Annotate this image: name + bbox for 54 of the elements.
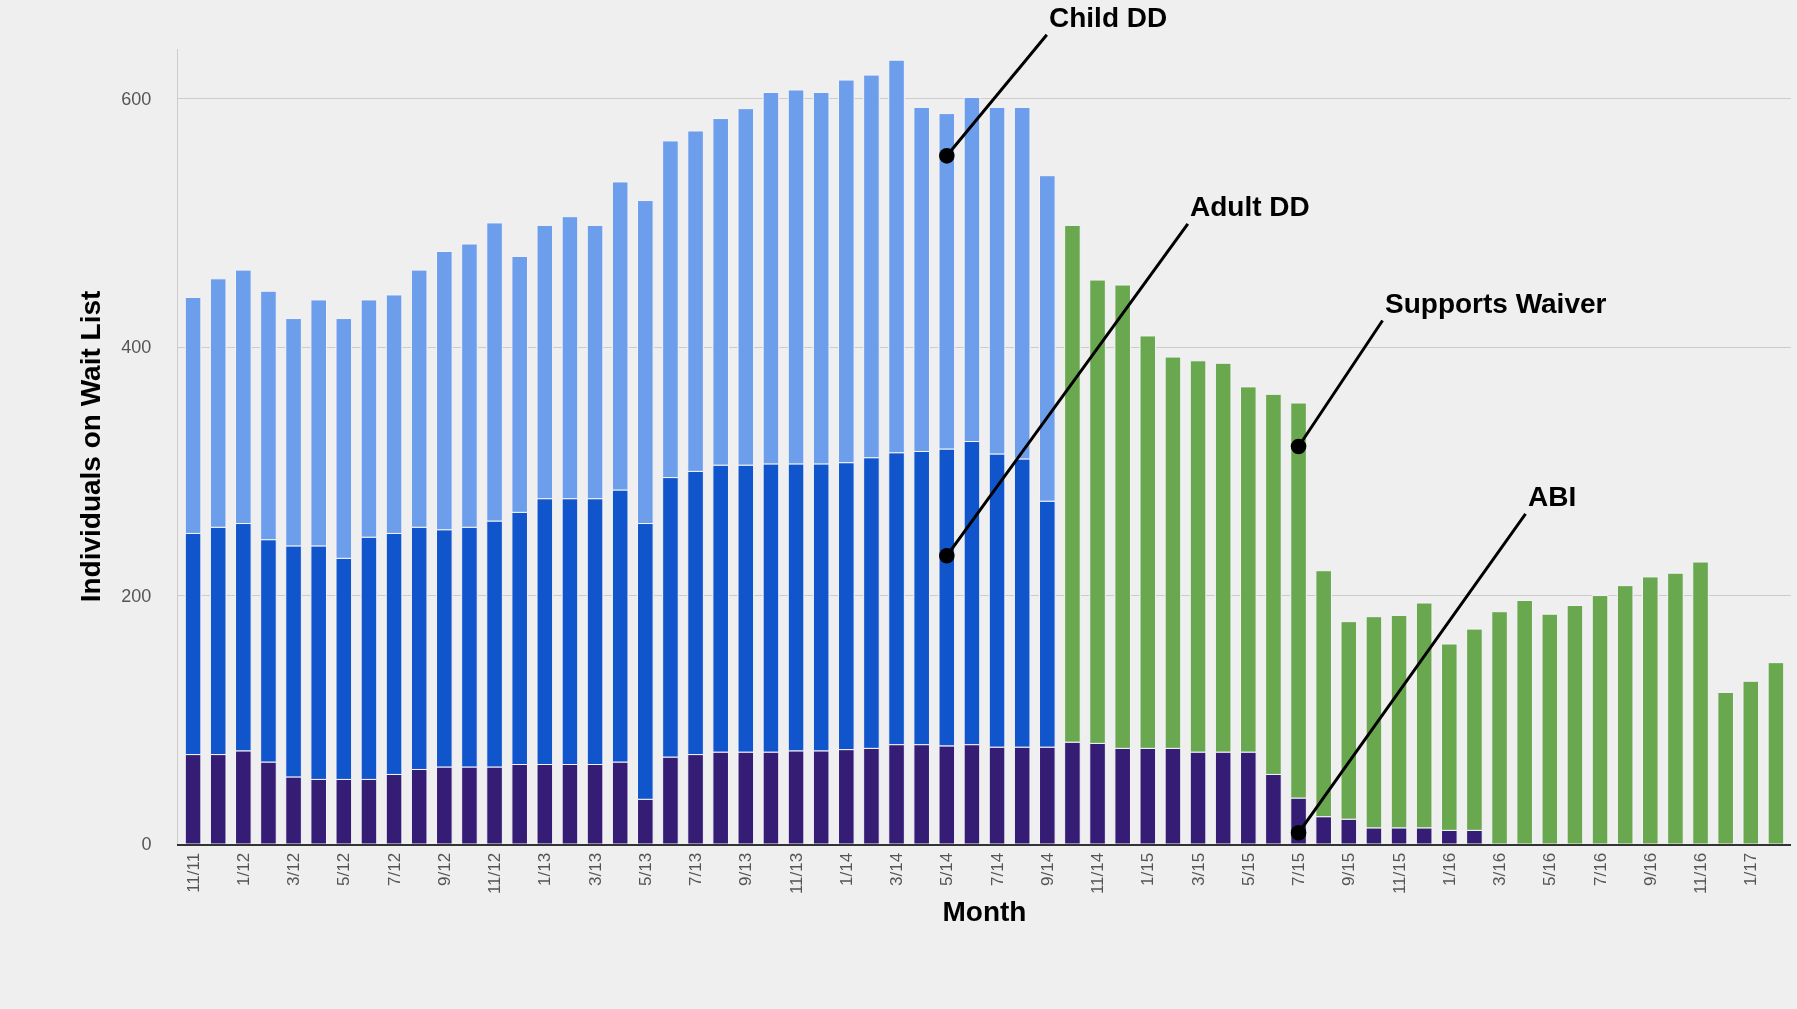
x-tick-label: 11/16 — [1691, 852, 1711, 895]
x-axis-title: Month — [942, 895, 1027, 927]
y-tick-label: 600 — [121, 88, 152, 109]
x-tick-label: 9/16 — [1640, 852, 1660, 886]
bar — [1491, 611, 1508, 844]
x-tick-label: 7/13 — [686, 852, 706, 886]
x-tick-label: 11/11 — [183, 852, 203, 893]
x-tick-label: 1/12 — [233, 852, 253, 886]
x-tick-label: 3/16 — [1490, 852, 1510, 886]
x-tick-label: 7/12 — [384, 852, 404, 886]
x-tick-label: 9/15 — [1339, 852, 1359, 886]
annotation: Child DD — [1049, 2, 1168, 33]
x-tick-label: 1/17 — [1741, 852, 1761, 886]
x-tick-label: 5/14 — [937, 852, 957, 886]
x-tick-label: 3/14 — [887, 852, 907, 886]
bar — [1566, 605, 1584, 844]
x-tick-label: 5/13 — [635, 852, 655, 886]
y-axis-title: Individuals on Wait List — [75, 290, 107, 603]
annotation: ABI — [1528, 481, 1577, 512]
annotation: Supports Waiver — [1385, 288, 1607, 319]
x-tick-label: 1/16 — [1439, 852, 1459, 886]
x-tick-label: 1/14 — [836, 852, 856, 886]
y-tick-label: 0 — [141, 834, 152, 855]
bar — [1667, 572, 1684, 844]
x-tick-label: 9/12 — [434, 852, 454, 886]
x-tick-label: 11/13 — [786, 852, 806, 895]
bar — [1717, 691, 1734, 844]
x-tick-label: 11/14 — [1088, 852, 1108, 895]
x-tick-label: 3/13 — [585, 852, 605, 886]
bar — [1767, 662, 1785, 844]
x-tick-label: 9/13 — [736, 852, 756, 886]
bar — [1616, 585, 1634, 844]
x-tick-label: 7/14 — [987, 852, 1007, 886]
x-tick-label: 5/12 — [334, 852, 354, 886]
x-tick-label: 7/16 — [1590, 852, 1610, 886]
annotation: Adult DD — [1190, 191, 1310, 222]
bar — [1642, 576, 1659, 844]
x-tick-label: 7/15 — [1289, 852, 1309, 886]
bar — [1742, 680, 1760, 844]
y-tick-label: 400 — [121, 337, 152, 358]
x-tick-label: 11/12 — [485, 852, 505, 895]
x-tick-label: 3/12 — [284, 852, 304, 886]
x-tick-label: 3/15 — [1188, 852, 1208, 886]
x-tick-label: 5/16 — [1540, 852, 1560, 886]
y-tick-label: 200 — [121, 585, 152, 606]
bar — [1541, 613, 1559, 844]
x-tick-label: 5/15 — [1238, 852, 1258, 886]
bar — [1692, 561, 1709, 844]
x-tick-label: 9/14 — [1037, 852, 1057, 886]
x-tick-label: 1/13 — [535, 852, 555, 886]
x-tick-label: 1/15 — [1138, 852, 1158, 886]
x-tick-label: 11/15 — [1389, 852, 1409, 895]
bar — [1516, 600, 1533, 844]
bar — [1591, 595, 1609, 844]
